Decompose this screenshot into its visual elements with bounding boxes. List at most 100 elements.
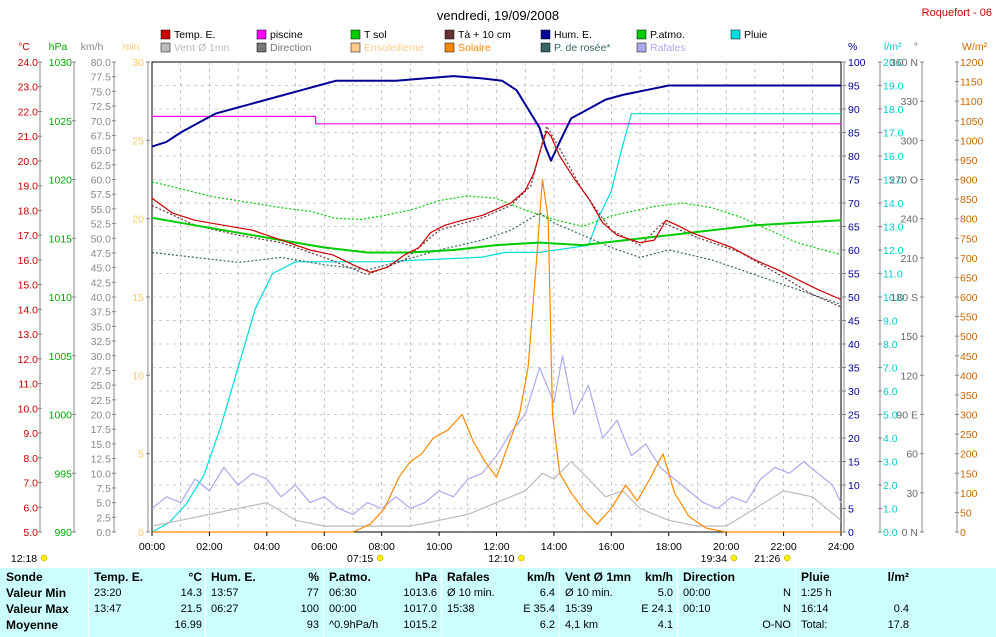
solar-tick-label: 900: [960, 175, 978, 187]
hum-tick-label: 35: [848, 363, 860, 375]
temp-tick-label: 11.0: [18, 379, 38, 391]
solar-tick-label: 800: [960, 214, 978, 226]
summary-cell: 15:38 E 35.4: [447, 603, 555, 615]
summary-separator: [323, 568, 324, 637]
temp-tick-label: 22.0: [18, 106, 39, 118]
sun-marker-icon: [376, 554, 384, 562]
temp-tick-label: 9.0: [23, 428, 38, 440]
min-tick-label: 30: [132, 57, 144, 69]
wind-tick-label: 22.5: [91, 395, 112, 407]
dir-tick-label: 330: [900, 96, 918, 108]
summary-header: Rafales km/h: [447, 570, 555, 584]
wind-tick-label: 2.5: [96, 512, 111, 524]
series-line: [151, 355, 842, 515]
legend-swatch: [160, 29, 171, 40]
summary-cell: Valeur Max: [6, 602, 69, 616]
legend-swatch: [636, 29, 647, 40]
wind-tick-label: 55.0: [91, 204, 112, 216]
hum-tick-label: 80: [848, 151, 860, 163]
wind-tick-label: 62.5: [91, 160, 112, 172]
solar-tick-label: 1050: [960, 116, 984, 128]
hum-tick-label: 15: [848, 457, 860, 469]
dir-tick-label: 60: [906, 449, 918, 461]
solar-tick-label: 700: [960, 253, 978, 265]
summary-cell: ^0.9hPa/h 1015.2: [329, 619, 437, 631]
summary-cell: 16:14 0.4: [801, 603, 909, 615]
station-name: Roquefort - 06: [922, 7, 992, 19]
solar-tick-label: 550: [960, 312, 978, 324]
x-tick-label: 02:00: [196, 541, 222, 553]
wind-tick-label: 5.0: [96, 498, 111, 510]
rain-tick-label: 11.0: [883, 269, 903, 281]
solar-tick-label: 200: [960, 449, 978, 461]
dir-tick-label: 300: [900, 135, 918, 147]
solar-tick-label: 350: [960, 390, 978, 402]
rain-tick-label: 9.0: [883, 316, 898, 328]
temp-tick-label: 18.0: [18, 205, 39, 217]
rain-tick-label: 1.0: [883, 504, 898, 516]
x-tick-label: 04:00: [254, 541, 280, 553]
press-axis-unit: hPa: [49, 41, 68, 53]
astro-time-label: 12:18: [11, 553, 37, 565]
press-tick-label: 1000: [49, 410, 73, 422]
summary-cell: 15:39 E 24.1: [565, 603, 673, 615]
hum-tick-label: 100: [848, 57, 866, 69]
hum-tick-label: 5: [848, 504, 854, 516]
sun-marker-icon: [783, 554, 791, 562]
x-tick-label: 00:00: [139, 541, 165, 553]
legend-swatch: [730, 29, 741, 40]
solar-tick-label: 400: [960, 370, 978, 382]
solar-tick-label: 1100: [960, 96, 983, 108]
series-line: [151, 75, 841, 162]
temp-tick-label: 5.0: [23, 527, 38, 539]
solar-tick-label: 150: [960, 468, 978, 480]
wind-tick-label: 42.5: [91, 277, 112, 289]
hum-axis-unit: %: [848, 41, 857, 53]
legend-swatch: [540, 29, 551, 40]
legend-label: Pluie: [744, 29, 768, 41]
summary-cell: 13:57 77: [211, 587, 319, 599]
min-tick-label: 10: [132, 370, 144, 382]
rain-tick-label: 4.0: [883, 433, 898, 445]
x-tick-label: 12:00: [483, 541, 509, 553]
wind-tick-label: 40.0: [91, 292, 112, 304]
wind-tick-label: 12.5: [91, 454, 112, 466]
legend-swatch: [636, 42, 647, 53]
legend-label: Hum. E.: [554, 29, 592, 41]
temp-tick-label: 8.0: [23, 453, 38, 465]
rain-tick-label: 18.0: [883, 104, 904, 116]
rain-tick-label: 8.0: [883, 339, 898, 351]
hum-tick-label: 70: [848, 198, 860, 210]
hum-tick-label: 75: [848, 175, 860, 187]
legend-label: piscine: [270, 29, 303, 41]
rain-tick-label: 5.0: [883, 410, 898, 422]
rain-tick-label: 0.0: [883, 527, 898, 539]
legend-label: T sol: [364, 29, 387, 41]
solar-tick-label: 0: [960, 527, 966, 539]
wind-tick-label: 30.0: [91, 351, 112, 363]
hum-tick-label: 30: [848, 386, 860, 398]
solar-tick-label: 1200: [960, 57, 984, 69]
temp-tick-label: 16.0: [18, 255, 39, 267]
legend-swatch: [350, 29, 361, 40]
rain-tick-label: 7.0: [883, 363, 898, 375]
temp-tick-label: 7.0: [23, 478, 38, 490]
summary-cell: Moyenne: [6, 618, 59, 632]
wind-tick-label: 25.0: [91, 380, 112, 392]
wind-tick-label: 17.5: [91, 424, 112, 436]
temp-axis-unit: °C: [18, 41, 30, 53]
solar-tick-label: 1150: [960, 77, 983, 89]
series-line: [151, 212, 842, 305]
sun-marker-icon: [730, 554, 738, 562]
rain-tick-label: 2.0: [883, 480, 898, 492]
summary-cell: 16.99: [174, 619, 202, 631]
dir-axis-unit: °: [914, 41, 918, 53]
min-tick-label: 0: [138, 527, 144, 539]
x-tick-label: 06:00: [311, 541, 337, 553]
summary-header: Hum. E.%: [211, 570, 319, 584]
rain-tick-label: 13.0: [883, 222, 904, 234]
summary-column: Temp. E. °C 23:20 14.3 13:47 21.5 16.99: [94, 570, 202, 633]
summary-separator: [559, 568, 560, 637]
series-line: [152, 115, 841, 125]
solar-tick-label: 100: [960, 488, 978, 500]
